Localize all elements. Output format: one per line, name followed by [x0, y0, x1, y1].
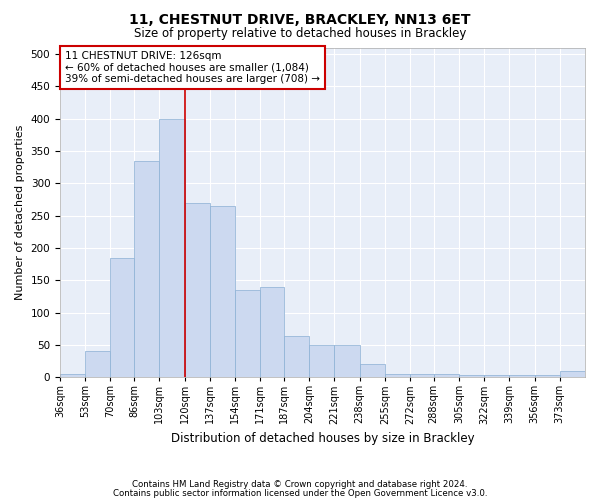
Bar: [410, 374, 434, 377]
Bar: [284, 336, 309, 377]
Bar: [235, 290, 260, 377]
Bar: [334, 345, 359, 377]
Bar: [434, 374, 459, 377]
X-axis label: Distribution of detached houses by size in Brackley: Distribution of detached houses by size …: [171, 432, 475, 445]
Y-axis label: Number of detached properties: Number of detached properties: [15, 124, 25, 300]
Bar: [210, 206, 235, 377]
Bar: [134, 160, 160, 377]
Bar: [359, 364, 385, 377]
Bar: [560, 371, 585, 377]
Text: 11, CHESTNUT DRIVE, BRACKLEY, NN13 6ET: 11, CHESTNUT DRIVE, BRACKLEY, NN13 6ET: [129, 12, 471, 26]
Bar: [110, 258, 134, 377]
Bar: [60, 374, 85, 377]
Text: Contains public sector information licensed under the Open Government Licence v3: Contains public sector information licen…: [113, 490, 487, 498]
Text: Size of property relative to detached houses in Brackley: Size of property relative to detached ho…: [134, 28, 466, 40]
Bar: [260, 286, 284, 377]
Bar: [185, 202, 210, 377]
Bar: [85, 352, 110, 377]
Bar: [459, 376, 484, 377]
Text: Contains HM Land Registry data © Crown copyright and database right 2024.: Contains HM Land Registry data © Crown c…: [132, 480, 468, 489]
Text: 11 CHESTNUT DRIVE: 126sqm
← 60% of detached houses are smaller (1,084)
39% of se: 11 CHESTNUT DRIVE: 126sqm ← 60% of detac…: [65, 51, 320, 84]
Bar: [160, 118, 185, 377]
Bar: [309, 345, 334, 377]
Bar: [385, 374, 410, 377]
Bar: [509, 376, 535, 377]
Bar: [484, 376, 509, 377]
Bar: [535, 376, 560, 377]
